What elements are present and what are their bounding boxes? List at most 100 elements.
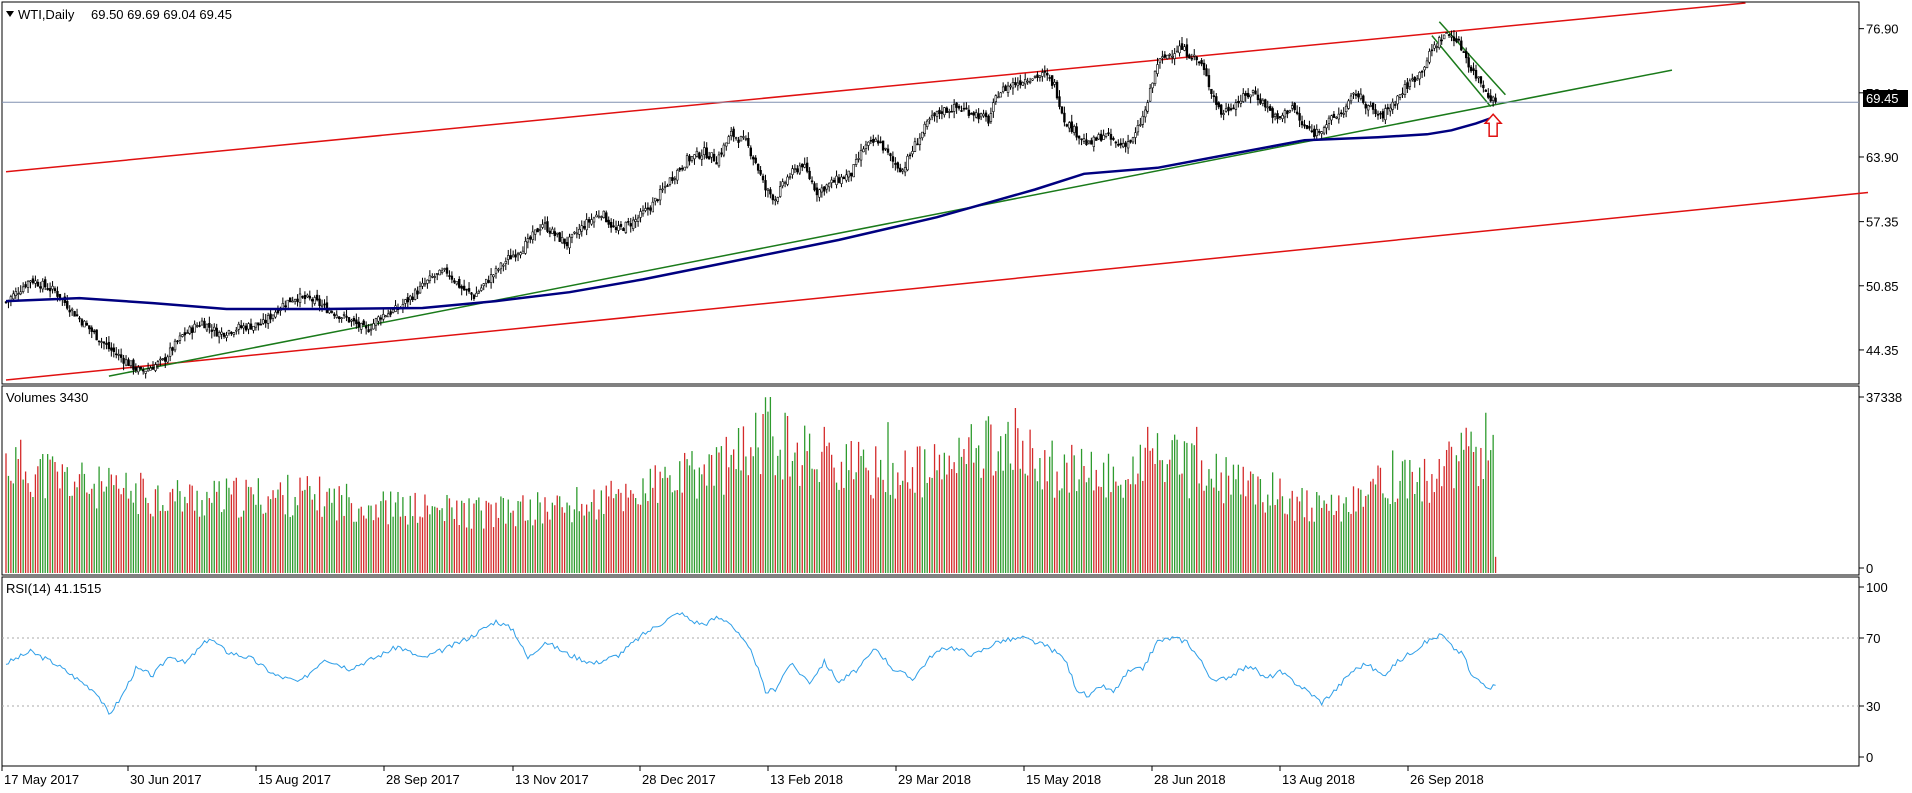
candle-body [404, 299, 407, 304]
candle-body [66, 300, 69, 309]
candle-body [1104, 133, 1108, 137]
candle-body [783, 182, 787, 184]
candle-body [1168, 53, 1171, 56]
candle-body [266, 315, 270, 324]
candle-body [1234, 102, 1238, 110]
candle-body [781, 181, 784, 187]
candle [1374, 103, 1377, 118]
candle [894, 157, 897, 171]
candle [656, 198, 659, 203]
candle [928, 116, 931, 125]
candle-body [499, 262, 503, 270]
candle-body [416, 290, 419, 295]
candle-body [1254, 90, 1257, 95]
candle [1171, 49, 1174, 64]
candle [1254, 86, 1257, 95]
candle-body [1261, 99, 1265, 104]
candle [340, 317, 343, 323]
candle [747, 132, 750, 148]
candle-body [161, 358, 164, 360]
candle-body [1428, 51, 1431, 63]
candle [614, 220, 618, 233]
flag-upper-line [1438, 21, 1506, 96]
candle-body [869, 140, 873, 142]
candle-body [1398, 94, 1402, 98]
candle [1477, 76, 1480, 84]
candle [813, 181, 816, 192]
candle [1452, 30, 1456, 47]
candle-body [1222, 113, 1225, 115]
candle [1215, 93, 1218, 111]
candle [1075, 122, 1078, 141]
candle-body [1364, 103, 1367, 109]
candle [1335, 116, 1338, 120]
candle-body [1423, 66, 1426, 71]
candle [705, 142, 708, 160]
candle [426, 279, 429, 289]
candle-body [673, 177, 677, 180]
candle [345, 309, 348, 322]
candle-body [916, 143, 919, 146]
candle [1139, 117, 1142, 127]
candle [1494, 93, 1497, 104]
candle-body [1433, 44, 1436, 49]
candle-body [308, 295, 311, 299]
collapse-triangle-icon[interactable] [6, 11, 14, 17]
candle [965, 102, 968, 110]
candle-body [188, 326, 191, 334]
candle [1381, 108, 1385, 122]
candle [1349, 92, 1353, 105]
candle-body [345, 315, 348, 318]
candle [876, 134, 880, 146]
candle-body [754, 157, 757, 163]
candle-body [573, 231, 576, 234]
candle-body [563, 238, 566, 245]
candle [837, 174, 841, 184]
candle-body [553, 231, 557, 236]
candle [921, 131, 924, 141]
candle [264, 313, 267, 328]
candle-body [979, 113, 983, 118]
candle-body [306, 294, 309, 298]
candle-body [445, 267, 449, 274]
candle-body [1232, 107, 1235, 110]
candle-body [1455, 38, 1458, 42]
candle-body [578, 228, 581, 235]
candle-body [609, 221, 613, 228]
candle-body [1178, 45, 1181, 54]
candle [31, 275, 35, 285]
candle [911, 145, 914, 158]
candle [933, 112, 936, 122]
candle-body [1438, 37, 1441, 48]
candle [337, 316, 341, 323]
candle-body [470, 292, 473, 295]
candle-body [592, 217, 596, 223]
candle-body [548, 230, 552, 234]
candle [840, 173, 843, 188]
candle [666, 183, 669, 187]
candle [85, 320, 89, 326]
candle [582, 220, 586, 231]
candle [1117, 139, 1120, 147]
candle-body [876, 140, 880, 144]
candle-body [1371, 102, 1375, 110]
candle-body [629, 223, 632, 227]
candle [46, 283, 49, 291]
candle [342, 311, 346, 319]
candle [529, 235, 532, 244]
candle [1048, 74, 1051, 82]
rsi-label: RSI(14) 41.1515 [6, 581, 101, 596]
candle [987, 114, 990, 127]
candle-body [602, 210, 606, 218]
candle-body [264, 319, 267, 324]
candle [1384, 104, 1387, 125]
candle-body [982, 113, 985, 117]
candle-body [793, 168, 797, 171]
candle-body [587, 219, 591, 223]
candle [1036, 71, 1039, 82]
candle-body [176, 340, 179, 343]
candle-body [1080, 138, 1083, 141]
candle-body [46, 288, 49, 291]
candle-body [1357, 93, 1360, 98]
candle [1303, 119, 1306, 129]
